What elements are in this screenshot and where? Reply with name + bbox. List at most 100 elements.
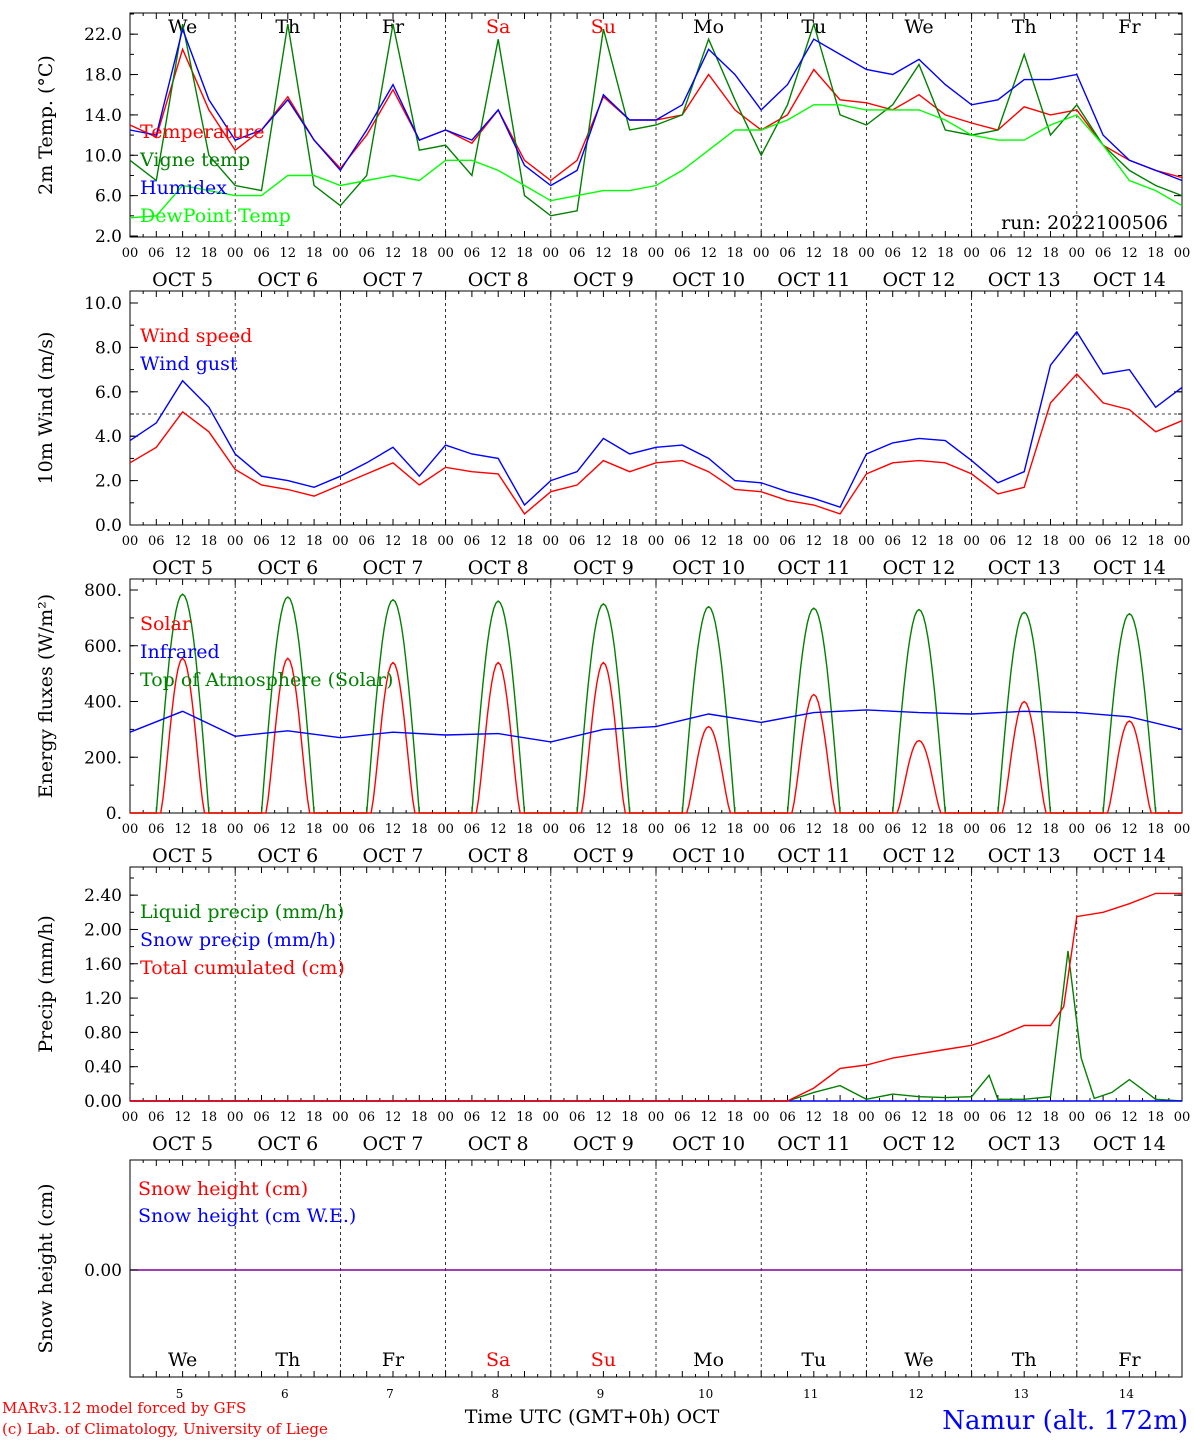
day-of-week-label: Fr xyxy=(1118,1349,1141,1371)
hour-tick-label: 00 xyxy=(227,1110,244,1125)
y-tick-label: 6.0 xyxy=(95,187,122,207)
hour-tick-label: 00 xyxy=(437,822,454,837)
date-label: OCT 13 xyxy=(988,845,1061,867)
date-label: OCT 6 xyxy=(257,269,318,291)
hour-tick-label: 12 xyxy=(174,246,191,261)
hour-tick-label: 00 xyxy=(332,246,349,261)
hour-tick-label: 12 xyxy=(595,246,612,261)
date-label: OCT 8 xyxy=(468,557,529,579)
y-tick-label: 0.80 xyxy=(84,1023,122,1043)
date-label: OCT 10 xyxy=(672,269,745,291)
hour-tick-label: 12 xyxy=(700,822,717,837)
date-label: OCT 6 xyxy=(257,845,318,867)
hour-tick-label: 00 xyxy=(122,246,139,261)
y-tick-label: 0.00 xyxy=(84,1261,122,1281)
hour-tick-label: 00 xyxy=(543,246,560,261)
date-number: 6 xyxy=(281,1387,289,1401)
day-of-week-label: Mo xyxy=(693,1349,724,1371)
y-tick-label: 22.0 xyxy=(84,25,122,45)
hour-tick-label: 06 xyxy=(253,822,270,837)
hour-tick-label: 18 xyxy=(306,246,323,261)
hour-tick-label: 18 xyxy=(621,1110,638,1125)
date-number: 14 xyxy=(1119,1387,1135,1401)
hour-tick-label: 18 xyxy=(411,534,428,549)
hour-tick-label: 18 xyxy=(1042,534,1059,549)
y-tick-label: 2.0 xyxy=(95,227,122,247)
hour-tick-label: 12 xyxy=(595,822,612,837)
series-line-liquid-precip-mm-h- xyxy=(130,950,1183,1102)
hour-tick-label: 18 xyxy=(937,1110,954,1125)
date-label: OCT 10 xyxy=(672,1133,745,1155)
hour-tick-label: 06 xyxy=(464,1110,481,1125)
day-of-week-label: Th xyxy=(1012,16,1037,38)
hour-tick-label: 12 xyxy=(385,246,402,261)
date-label: OCT 5 xyxy=(152,1133,213,1155)
hour-tick-label: 06 xyxy=(779,822,796,837)
date-label: OCT 5 xyxy=(152,269,213,291)
hour-tick-label: 06 xyxy=(884,246,901,261)
y-tick-label: 600. xyxy=(84,637,122,657)
hour-tick-label: 06 xyxy=(464,534,481,549)
hour-tick-label: 18 xyxy=(832,534,849,549)
day-of-week-label: Mo xyxy=(693,16,724,38)
hour-tick-label: 12 xyxy=(1016,1110,1033,1125)
hour-tick-label: 06 xyxy=(358,534,375,549)
hour-tick-label: 18 xyxy=(1147,1110,1164,1125)
day-of-week-label: We xyxy=(904,1349,933,1371)
y-axis-label: 2m Temp. (°C) xyxy=(35,55,57,195)
date-label: OCT 13 xyxy=(988,269,1061,291)
hour-tick-label: 06 xyxy=(884,1110,901,1125)
date-label: OCT 13 xyxy=(988,557,1061,579)
hour-tick-label: 12 xyxy=(911,822,928,837)
y-axis-label: Energy fluxes (W/m²) xyxy=(35,594,57,798)
hour-tick-label: 00 xyxy=(437,534,454,549)
y-tick-label: 0.0 xyxy=(95,516,122,536)
station-label: Namur (alt. 172m) xyxy=(942,1406,1188,1436)
hour-tick-label: 12 xyxy=(490,246,507,261)
hour-tick-label: 18 xyxy=(1042,822,1059,837)
hour-tick-label: 00 xyxy=(648,1110,665,1125)
date-number: 13 xyxy=(1014,1387,1029,1401)
hour-tick-label: 00 xyxy=(1174,246,1191,261)
hour-tick-label: 06 xyxy=(569,534,586,549)
hour-tick-label: 18 xyxy=(516,822,533,837)
date-label: OCT 11 xyxy=(777,845,850,867)
hour-tick-label: 06 xyxy=(779,534,796,549)
hour-tick-label: 06 xyxy=(1095,1110,1112,1125)
legend-entry: Wind gust xyxy=(140,353,238,375)
hour-tick-label: 00 xyxy=(1174,822,1191,837)
legend-entry: DewPoint Temp xyxy=(140,205,291,227)
hour-tick-label: 06 xyxy=(779,1110,796,1125)
date-label: OCT 7 xyxy=(363,557,424,579)
series-line-vigne-temp xyxy=(129,21,1183,217)
hour-tick-label: 06 xyxy=(148,534,165,549)
hour-tick-label: 00 xyxy=(648,534,665,549)
hour-tick-label: 12 xyxy=(1016,822,1033,837)
date-label: OCT 11 xyxy=(777,557,850,579)
panel-1: 2.0 6.0 10.0 14.0 18.0 22.0 2m Temp. (°C) 00 06 1… xyxy=(35,12,1191,291)
hour-tick-label: 18 xyxy=(1042,246,1059,261)
series-line-wind-speed xyxy=(129,372,1183,515)
run-label: run: 2022100506 xyxy=(1001,212,1168,234)
hour-tick-label: 00 xyxy=(963,246,980,261)
hour-tick-label: 06 xyxy=(1095,246,1112,261)
hour-tick-label: 00 xyxy=(648,822,665,837)
hour-tick-label: 06 xyxy=(674,534,691,549)
hour-tick-label: 18 xyxy=(306,822,323,837)
y-tick-label: 8.0 xyxy=(95,338,122,358)
series-line-wind-gust xyxy=(129,330,1183,509)
hour-tick-label: 12 xyxy=(700,534,717,549)
hour-tick-label: 00 xyxy=(437,246,454,261)
hour-tick-label: 06 xyxy=(674,822,691,837)
hour-tick-label: 00 xyxy=(1069,246,1086,261)
date-number: 8 xyxy=(491,1387,499,1401)
hour-tick-label: 00 xyxy=(858,246,875,261)
date-label: OCT 11 xyxy=(777,269,850,291)
date-label: OCT 14 xyxy=(1093,1133,1166,1155)
hour-tick-label: 00 xyxy=(648,246,665,261)
hour-tick-label: 12 xyxy=(490,822,507,837)
hour-tick-label: 18 xyxy=(621,246,638,261)
hour-tick-label: 06 xyxy=(1095,534,1112,549)
hour-tick-label: 00 xyxy=(1174,1110,1191,1125)
legend-entry: Wind speed xyxy=(140,325,252,347)
